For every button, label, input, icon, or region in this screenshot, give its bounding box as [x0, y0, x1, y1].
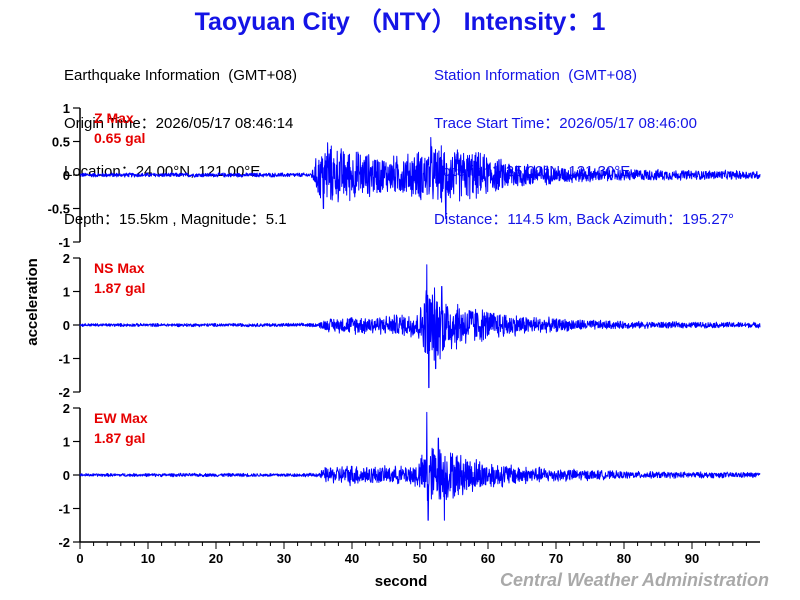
x-tick-label: 70	[549, 551, 563, 566]
x-tick-label: 0	[76, 551, 83, 566]
x-tick-label: 80	[617, 551, 631, 566]
y-tick-label: -1	[58, 235, 70, 250]
depth-magnitude: Depth：15.5km , Magnitude：5.1	[64, 211, 287, 228]
x-tick-label: 40	[345, 551, 359, 566]
panel-z: 1 0.5 0 -0.5 -1 Z Max 0.65 gal	[48, 101, 761, 250]
max-label-ew: EW Max	[94, 410, 148, 426]
max-label-ns: NS Max	[94, 260, 145, 276]
x-tick-label: 50	[413, 551, 427, 566]
y-tick-label: -0.5	[48, 202, 70, 217]
trace-z	[79, 137, 761, 220]
x-axis-label: second	[375, 573, 428, 590]
credit-text: Central Weather Administration	[499, 570, 769, 590]
y-tick-label: 1	[63, 285, 70, 300]
max-value-ns: 1.87 gal	[94, 280, 145, 296]
y-tick-label: -1	[58, 502, 70, 517]
earthquake-info-heading: Earthquake Information (GMT+08)	[64, 67, 298, 84]
max-value-ew: 1.87 gal	[94, 430, 145, 446]
y-tick-label: 0	[63, 318, 70, 333]
y-tick-label: 2	[63, 251, 70, 266]
y-tick-label: 1	[63, 101, 70, 116]
y-axis-label: acceleration	[24, 258, 41, 346]
origin-time: Origin Time：2026/05/17 08:46:14	[64, 115, 294, 132]
y-tick-label: -2	[58, 535, 70, 550]
panel-ew: 2 1 0 -1 -2 EW Max 1.87 gal	[58, 401, 761, 550]
station-info-heading: Station Information (GMT+08)	[434, 67, 637, 84]
trace-start-time: Trace Start Time：2026/05/17 08:46:00	[434, 115, 697, 132]
x-tick-label: 90	[685, 551, 699, 566]
max-value-z: 0.65 gal	[94, 130, 145, 146]
x-tick-label: 60	[481, 551, 495, 566]
trace-ew	[79, 411, 761, 521]
y-tick-label: -2	[58, 385, 70, 400]
panel-ns: 2 1 0 -1 -2 NS Max 1.87 gal	[58, 251, 761, 400]
y-tick-label: 0	[63, 468, 70, 483]
y-tick-label: 0	[63, 168, 70, 183]
y-tick-label: 0.5	[52, 135, 70, 150]
max-label-z: Z Max	[94, 110, 134, 126]
x-tick-label: 20	[209, 551, 223, 566]
x-tick-label: 30	[277, 551, 291, 566]
chart-title: Taoyuan City （NTY） Intensity：1	[194, 8, 606, 36]
x-axis: 0 10 20 30 40 50 60 70 80 90 second	[76, 541, 760, 590]
earthquake-info: Earthquake Information (GMT+08) Origin T…	[64, 36, 297, 244]
y-tick-label: -1	[58, 352, 70, 367]
distance-azimuth: Distance：114.5 km, Back Azimuth：195.27°	[434, 211, 735, 228]
y-tick-label: 1	[63, 435, 70, 450]
x-tick-label: 10	[141, 551, 155, 566]
trace-ns	[79, 264, 761, 389]
y-tick-label: 2	[63, 401, 70, 416]
